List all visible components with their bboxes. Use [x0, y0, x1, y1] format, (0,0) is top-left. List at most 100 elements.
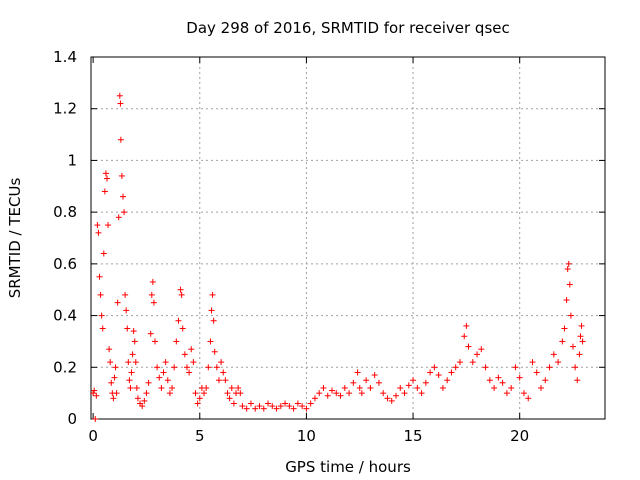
data-point [435, 372, 442, 379]
data-point [177, 286, 184, 293]
data-point [520, 390, 527, 397]
data-point [299, 403, 306, 410]
data-point [119, 193, 126, 200]
data-point [226, 395, 233, 402]
data-point [384, 395, 391, 402]
data-point [405, 382, 412, 389]
data-point [175, 317, 182, 324]
data-point [158, 384, 165, 391]
chart-title: Day 298 of 2016, SRMTID for receiver qse… [186, 19, 509, 37]
data-point [190, 359, 197, 366]
data-point [164, 377, 171, 384]
data-point [230, 400, 237, 407]
data-point [178, 291, 185, 298]
data-point [561, 325, 568, 332]
data-point [107, 359, 114, 366]
data-point [211, 348, 218, 355]
grid [91, 57, 605, 419]
data-point [215, 377, 222, 384]
plot-frame [90, 56, 606, 420]
x-tick-labels: 0 5 10 15 20 [88, 427, 529, 445]
y-axis-label: SRMTID / TECUs [6, 178, 24, 299]
data-point [286, 403, 293, 410]
data-point [122, 291, 129, 298]
data-point [260, 405, 267, 412]
data-point [125, 359, 132, 366]
data-point [525, 395, 532, 402]
data-point [166, 390, 173, 397]
x-tick-label: 0 [88, 427, 98, 445]
data-point [196, 395, 203, 402]
data-point [149, 278, 156, 285]
data-point [243, 405, 250, 412]
data-point [465, 343, 472, 350]
data-point [538, 384, 545, 391]
data-point [367, 384, 374, 391]
data-point [94, 222, 101, 229]
data-point [516, 374, 523, 381]
data-point [495, 374, 502, 381]
data-point [574, 377, 581, 384]
data-point [99, 325, 106, 332]
data-point [128, 369, 135, 376]
data-point [247, 400, 254, 407]
data-point [307, 400, 314, 407]
data-point [117, 100, 124, 107]
data-point [273, 405, 280, 412]
data-point [303, 405, 310, 412]
data-point [414, 384, 421, 391]
data-point [550, 351, 557, 358]
data-point [108, 379, 115, 386]
data-point [201, 390, 208, 397]
data-point [171, 364, 178, 371]
data-point [324, 392, 331, 399]
data-point [143, 390, 150, 397]
data-point [130, 328, 137, 335]
data-point [148, 291, 155, 298]
y-tick-label: 0.6 [53, 255, 77, 273]
data-point [375, 379, 382, 386]
data-point [397, 384, 404, 391]
data-point [123, 307, 130, 314]
data-point [203, 384, 210, 391]
data-point [463, 322, 470, 329]
data-point [329, 387, 336, 394]
x-tick-label: 15 [404, 427, 423, 445]
data-point [106, 346, 113, 353]
data-point [350, 379, 357, 386]
data-point [282, 400, 289, 407]
data-point [422, 379, 429, 386]
data-point [95, 229, 102, 236]
data-point [439, 384, 446, 391]
data-point [117, 136, 124, 143]
data-point [482, 364, 489, 371]
data-point [205, 364, 212, 371]
data-point [491, 384, 498, 391]
x-tick-label: 5 [195, 427, 205, 445]
data-point [356, 384, 363, 391]
data-point [346, 390, 353, 397]
data-point [341, 384, 348, 391]
data-point [499, 379, 506, 386]
data-point [169, 384, 176, 391]
data-point [358, 390, 365, 397]
data-point [388, 397, 395, 404]
data-point [224, 390, 231, 397]
data-point [150, 299, 157, 306]
data-point [110, 395, 117, 402]
data-point [380, 390, 387, 397]
data-point [452, 364, 459, 371]
data-point [563, 297, 570, 304]
data-point [103, 175, 110, 182]
data-point [121, 209, 128, 216]
axis-ticks [91, 56, 605, 420]
data-point [277, 403, 284, 410]
data-point [186, 369, 193, 376]
data-point [92, 416, 99, 422]
data-point [160, 369, 167, 376]
data-point [127, 384, 134, 391]
data-point [237, 390, 244, 397]
data-point [156, 374, 163, 381]
data-point [220, 369, 227, 376]
y-tick-labels: 0 0.2 0.4 0.6 0.8 1 1.2 1.4 [53, 48, 77, 428]
